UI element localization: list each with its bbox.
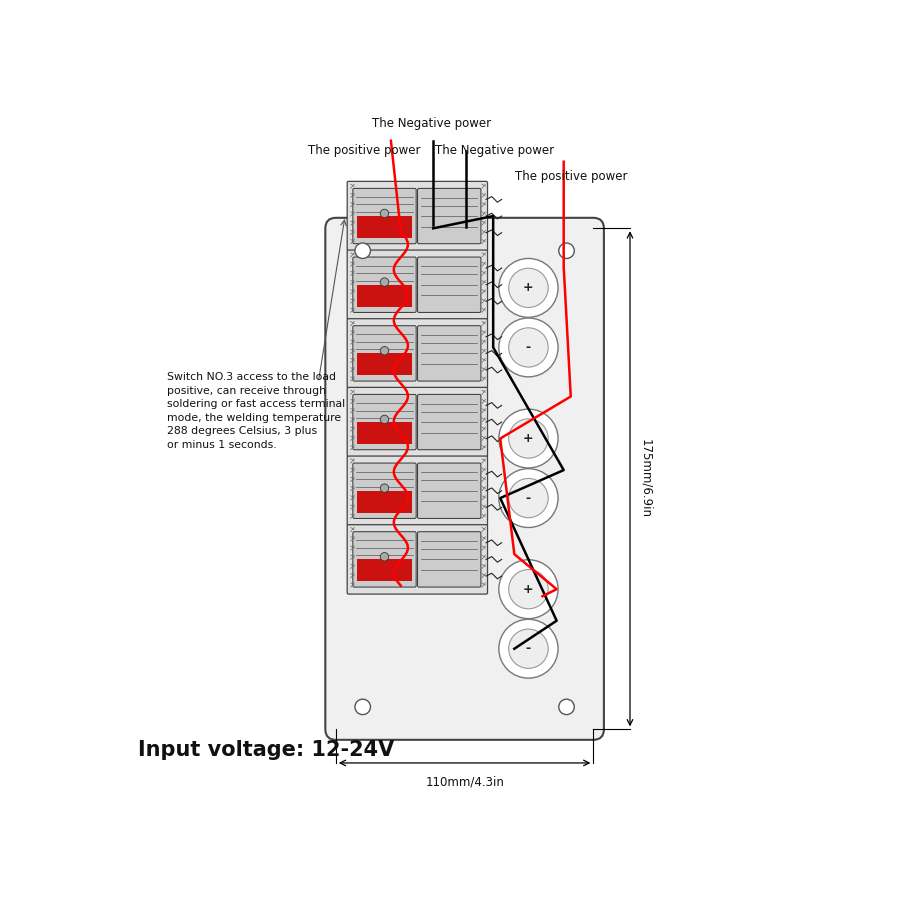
Circle shape bbox=[499, 469, 558, 528]
Circle shape bbox=[380, 209, 389, 217]
Circle shape bbox=[380, 347, 389, 355]
FancyBboxPatch shape bbox=[353, 531, 416, 587]
FancyBboxPatch shape bbox=[418, 188, 480, 244]
Bar bbox=[357, 285, 412, 307]
Circle shape bbox=[499, 560, 558, 619]
Text: Input voltage: 12-24V: Input voltage: 12-24V bbox=[138, 741, 395, 761]
Text: +: + bbox=[523, 582, 534, 596]
Circle shape bbox=[509, 629, 548, 668]
FancyBboxPatch shape bbox=[353, 188, 416, 244]
Circle shape bbox=[509, 479, 548, 518]
FancyBboxPatch shape bbox=[353, 394, 416, 450]
FancyBboxPatch shape bbox=[348, 250, 488, 319]
FancyBboxPatch shape bbox=[418, 394, 480, 450]
FancyBboxPatch shape bbox=[353, 326, 416, 381]
FancyBboxPatch shape bbox=[418, 326, 480, 381]
Text: +: + bbox=[523, 281, 534, 294]
Circle shape bbox=[559, 243, 574, 258]
Circle shape bbox=[380, 278, 389, 287]
Text: 110mm/4.3in: 110mm/4.3in bbox=[425, 775, 504, 789]
Circle shape bbox=[499, 258, 558, 318]
Bar bbox=[357, 422, 412, 444]
Bar bbox=[357, 216, 412, 238]
Circle shape bbox=[499, 318, 558, 377]
FancyBboxPatch shape bbox=[348, 525, 488, 594]
Circle shape bbox=[499, 410, 558, 468]
Text: The positive power: The positive power bbox=[514, 170, 627, 183]
Circle shape bbox=[509, 328, 548, 367]
Text: The Negative power: The Negative power bbox=[435, 144, 554, 157]
Text: -: - bbox=[526, 491, 531, 504]
Circle shape bbox=[380, 484, 389, 492]
Text: -: - bbox=[526, 341, 531, 354]
FancyBboxPatch shape bbox=[353, 257, 416, 312]
Circle shape bbox=[509, 419, 548, 458]
Circle shape bbox=[499, 620, 558, 678]
Circle shape bbox=[380, 415, 389, 424]
Text: -: - bbox=[526, 642, 531, 655]
FancyBboxPatch shape bbox=[348, 181, 488, 251]
FancyBboxPatch shape bbox=[418, 463, 480, 519]
FancyBboxPatch shape bbox=[418, 257, 480, 312]
Circle shape bbox=[559, 699, 574, 714]
Bar bbox=[357, 560, 412, 581]
FancyBboxPatch shape bbox=[348, 318, 488, 388]
Circle shape bbox=[509, 268, 548, 308]
Text: The Negative power: The Negative power bbox=[371, 117, 490, 130]
Circle shape bbox=[509, 570, 548, 609]
FancyBboxPatch shape bbox=[353, 463, 416, 519]
Text: Switch NO.3 access to the load
positive, can receive through
soldering or fast a: Switch NO.3 access to the load positive,… bbox=[167, 372, 345, 450]
Text: 175mm/6.9in: 175mm/6.9in bbox=[639, 440, 652, 519]
FancyBboxPatch shape bbox=[326, 217, 604, 740]
Text: The positive power: The positive power bbox=[308, 144, 420, 157]
FancyBboxPatch shape bbox=[418, 531, 480, 587]
FancyBboxPatch shape bbox=[348, 388, 488, 457]
FancyBboxPatch shape bbox=[348, 456, 488, 525]
Circle shape bbox=[355, 243, 370, 258]
Circle shape bbox=[355, 699, 370, 714]
Bar bbox=[357, 490, 412, 513]
Text: +: + bbox=[523, 432, 534, 445]
Circle shape bbox=[380, 552, 389, 561]
Bar bbox=[357, 353, 412, 376]
